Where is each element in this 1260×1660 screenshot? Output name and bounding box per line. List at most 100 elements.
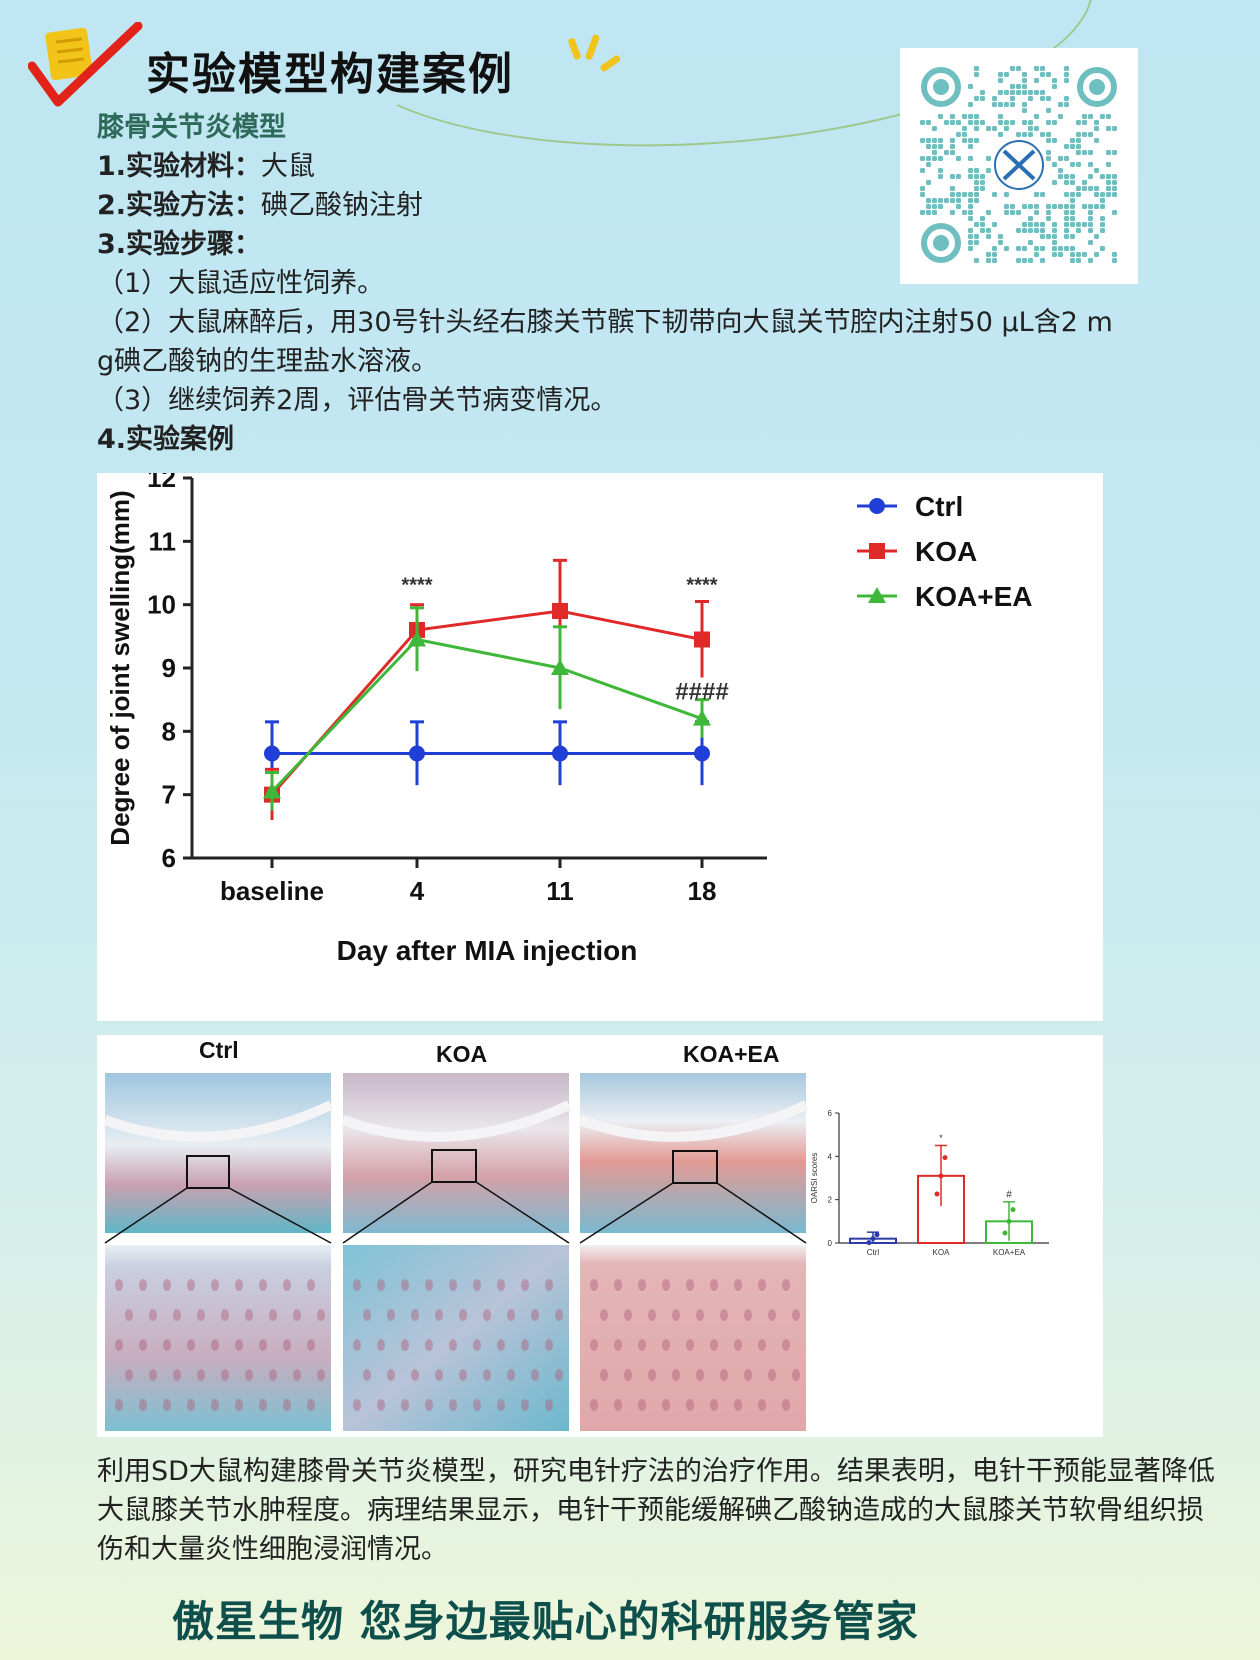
qr-module bbox=[938, 204, 943, 209]
footer-slogan: 傲星生物 您身边最贴心的科研服务管家 bbox=[172, 1597, 919, 1646]
cell bbox=[363, 1369, 371, 1381]
qr-module bbox=[1064, 102, 1069, 107]
qr-module bbox=[1004, 210, 1009, 215]
cell bbox=[792, 1369, 800, 1381]
qr-module bbox=[986, 234, 991, 239]
qr-module bbox=[1052, 222, 1057, 227]
qr-module bbox=[1040, 96, 1045, 101]
cell bbox=[307, 1339, 315, 1351]
qr-module bbox=[938, 198, 943, 203]
cell bbox=[353, 1279, 361, 1291]
qr-module bbox=[980, 180, 985, 185]
qr-module bbox=[1112, 186, 1117, 191]
data-point bbox=[552, 745, 568, 762]
qr-module bbox=[1082, 204, 1087, 209]
cell bbox=[317, 1369, 325, 1381]
qr-module bbox=[1100, 198, 1105, 203]
cell bbox=[497, 1399, 505, 1411]
qr-module bbox=[926, 198, 931, 203]
qr-module bbox=[1076, 228, 1081, 233]
checkmark-notebook-icon bbox=[28, 22, 143, 107]
qr-module bbox=[920, 156, 925, 161]
zoom-line bbox=[475, 1181, 570, 1244]
cell bbox=[768, 1369, 776, 1381]
qr-module bbox=[950, 210, 955, 215]
qr-module bbox=[968, 198, 973, 203]
qr-module bbox=[1028, 228, 1033, 233]
data-point bbox=[693, 709, 711, 726]
qr-module bbox=[1016, 210, 1021, 215]
qr-module bbox=[920, 210, 925, 215]
cell bbox=[459, 1369, 467, 1381]
qr-code bbox=[900, 48, 1138, 284]
qr-module bbox=[1022, 90, 1027, 95]
significance-mark: #### bbox=[675, 678, 728, 705]
cell bbox=[497, 1279, 505, 1291]
method-value: 碘乙酸钠注射 bbox=[261, 190, 424, 221]
qr-module bbox=[974, 222, 979, 227]
qr-module bbox=[974, 120, 979, 125]
qr-module bbox=[926, 210, 931, 215]
qr-module bbox=[932, 138, 937, 143]
qr-module bbox=[1100, 204, 1105, 209]
cell bbox=[197, 1309, 205, 1321]
cell bbox=[744, 1369, 752, 1381]
section-subtitle: 膝骨关节炎模型 bbox=[97, 112, 286, 143]
qr-module bbox=[1088, 228, 1093, 233]
qr-module bbox=[968, 156, 973, 161]
cell bbox=[221, 1369, 229, 1381]
legend-marker bbox=[869, 543, 885, 559]
qr-module bbox=[1058, 246, 1063, 251]
cell bbox=[473, 1399, 481, 1411]
qr-module bbox=[980, 186, 985, 191]
qr-module bbox=[932, 150, 937, 155]
qr-module bbox=[1034, 222, 1039, 227]
qr-module bbox=[1076, 222, 1081, 227]
cell bbox=[435, 1369, 443, 1381]
qr-module bbox=[1070, 180, 1075, 185]
qr-module bbox=[1034, 90, 1039, 95]
qr-module bbox=[1064, 246, 1069, 251]
qr-module bbox=[968, 84, 973, 89]
qr-module bbox=[1076, 120, 1081, 125]
qr-module bbox=[1040, 66, 1045, 71]
cell bbox=[269, 1369, 277, 1381]
qr-module bbox=[992, 102, 997, 107]
qr-module bbox=[1010, 210, 1015, 215]
cell bbox=[545, 1279, 553, 1291]
qr-module bbox=[950, 144, 955, 149]
y-tick-label: 9 bbox=[162, 653, 176, 683]
legend: Ctrl KOA KOA+EA bbox=[857, 491, 1032, 612]
qr-module bbox=[1064, 228, 1069, 233]
qr-module bbox=[968, 102, 973, 107]
qr-module bbox=[980, 174, 985, 179]
qr-module bbox=[1064, 96, 1069, 101]
bar-dot bbox=[870, 1236, 876, 1242]
qr-module bbox=[1058, 102, 1063, 107]
qr-module bbox=[1034, 228, 1039, 233]
data-point bbox=[551, 659, 569, 675]
qr-module bbox=[1106, 192, 1111, 197]
cell bbox=[235, 1339, 243, 1351]
cell bbox=[758, 1339, 766, 1351]
cell bbox=[235, 1399, 243, 1411]
qr-module bbox=[1034, 66, 1039, 71]
qr-module bbox=[1022, 84, 1027, 89]
qr-module bbox=[1034, 246, 1039, 251]
qr-module bbox=[1022, 222, 1027, 227]
cell bbox=[269, 1309, 277, 1321]
qr-module bbox=[1112, 192, 1117, 197]
cell bbox=[459, 1309, 467, 1321]
qr-module bbox=[1046, 96, 1051, 101]
qr-module bbox=[956, 132, 961, 137]
y-tick-label: 6 bbox=[162, 843, 176, 873]
qr-module bbox=[1004, 204, 1009, 209]
qr-module bbox=[1028, 96, 1033, 101]
qr-module bbox=[1022, 204, 1027, 209]
qr-module bbox=[998, 132, 1003, 137]
cell bbox=[734, 1399, 742, 1411]
qr-module bbox=[1112, 258, 1117, 263]
qr-module bbox=[1070, 222, 1075, 227]
zoom-line bbox=[342, 1181, 433, 1244]
qr-module bbox=[1070, 216, 1075, 221]
